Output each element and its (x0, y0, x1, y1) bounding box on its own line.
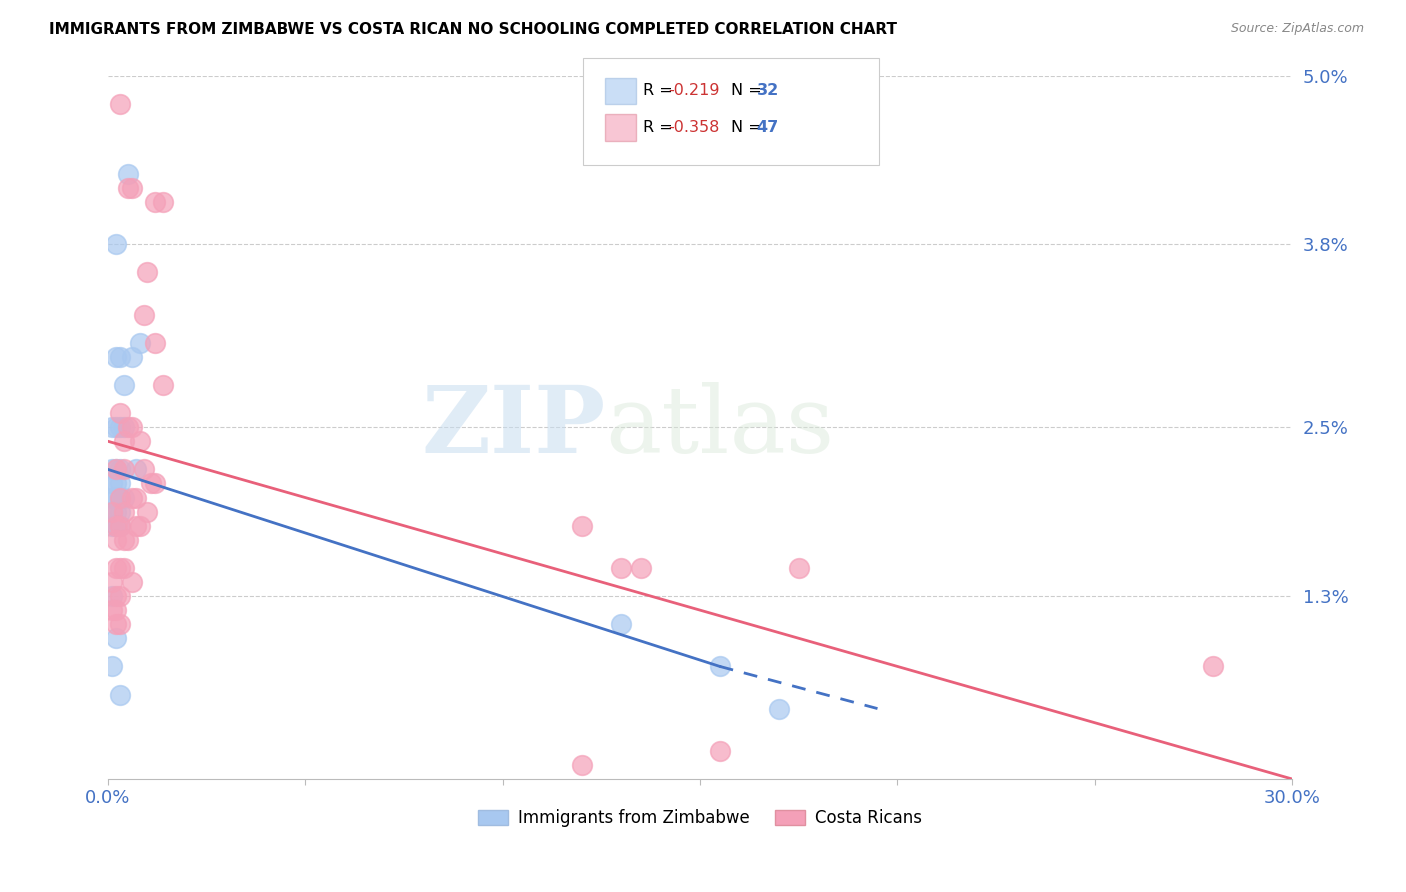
Point (104, 505, 127, 519)
Text: N =: N = (731, 84, 768, 98)
Point (143, 195, 166, 210)
Text: -0.219: -0.219 (668, 84, 720, 98)
Point (124, 518, 146, 533)
Point (124, 462, 146, 476)
Text: Source: ZipAtlas.com: Source: ZipAtlas.com (1230, 22, 1364, 36)
Point (101, 491, 124, 505)
Point (121, 574, 143, 589)
Point (128, 335, 150, 350)
Text: 32: 32 (756, 84, 779, 98)
Point (108, 505, 131, 519)
Point (571, 757, 593, 772)
Point (104, 617, 127, 632)
Point (709, 659, 731, 673)
Point (117, 533, 139, 547)
Point (108, 476, 131, 491)
Point (108, 589, 131, 603)
Point (104, 518, 127, 533)
Point (143, 335, 166, 350)
Text: R =: R = (643, 84, 678, 98)
Text: 47: 47 (756, 120, 779, 135)
Point (143, 476, 166, 491)
Point (141, 476, 163, 491)
Point (108, 688, 131, 702)
Point (108, 617, 131, 632)
Point (128, 518, 150, 533)
Point (132, 462, 155, 476)
Point (630, 561, 652, 575)
Point (121, 350, 143, 364)
Point (108, 491, 131, 505)
Point (124, 491, 146, 505)
Point (104, 462, 127, 476)
Point (101, 420, 124, 434)
Point (108, 518, 131, 533)
Point (101, 659, 124, 673)
Point (610, 561, 633, 575)
Point (104, 589, 127, 603)
Point (108, 96, 131, 111)
Point (104, 533, 127, 547)
Point (104, 350, 127, 364)
Point (108, 350, 131, 364)
Point (104, 518, 127, 533)
Point (136, 265, 159, 279)
Text: R =: R = (643, 120, 678, 135)
Point (101, 574, 124, 589)
Text: -0.358: -0.358 (668, 120, 720, 135)
Point (121, 420, 143, 434)
Point (112, 533, 135, 547)
Legend: Immigrants from Zimbabwe, Costa Ricans: Immigrants from Zimbabwe, Costa Ricans (471, 803, 928, 834)
Point (104, 491, 127, 505)
Point (132, 308, 155, 322)
Point (112, 378, 135, 392)
Point (104, 420, 127, 434)
Point (112, 434, 135, 449)
Point (108, 561, 131, 575)
Point (101, 589, 124, 603)
Point (787, 561, 810, 575)
Point (101, 505, 124, 519)
Point (112, 420, 135, 434)
Point (108, 420, 131, 434)
Text: atlas: atlas (605, 382, 834, 472)
Point (101, 462, 124, 476)
Point (108, 491, 131, 505)
Point (104, 561, 127, 575)
Point (117, 167, 139, 181)
Point (112, 462, 135, 476)
Point (117, 420, 139, 434)
Point (104, 603, 127, 617)
Point (104, 632, 127, 646)
Point (108, 406, 131, 420)
Point (108, 462, 131, 476)
Point (136, 505, 159, 519)
Text: ZIP: ZIP (420, 382, 605, 472)
Point (112, 505, 135, 519)
Point (768, 701, 790, 715)
Point (104, 476, 127, 491)
Point (108, 518, 131, 533)
Point (101, 518, 124, 533)
Text: IMMIGRANTS FROM ZIMBABWE VS COSTA RICAN NO SCHOOLING COMPLETED CORRELATION CHART: IMMIGRANTS FROM ZIMBABWE VS COSTA RICAN … (49, 22, 897, 37)
Point (709, 744, 731, 758)
Point (101, 476, 124, 491)
Point (121, 181, 143, 195)
Point (128, 434, 150, 449)
Point (112, 491, 135, 505)
Point (610, 617, 633, 632)
Point (112, 561, 135, 575)
Text: N =: N = (731, 120, 768, 135)
Point (104, 462, 127, 476)
Point (152, 378, 174, 392)
Point (152, 195, 174, 210)
Point (121, 491, 143, 505)
Point (101, 603, 124, 617)
Point (1202, 659, 1225, 673)
Point (101, 505, 124, 519)
Point (104, 237, 127, 252)
Point (571, 518, 593, 533)
Point (117, 181, 139, 195)
